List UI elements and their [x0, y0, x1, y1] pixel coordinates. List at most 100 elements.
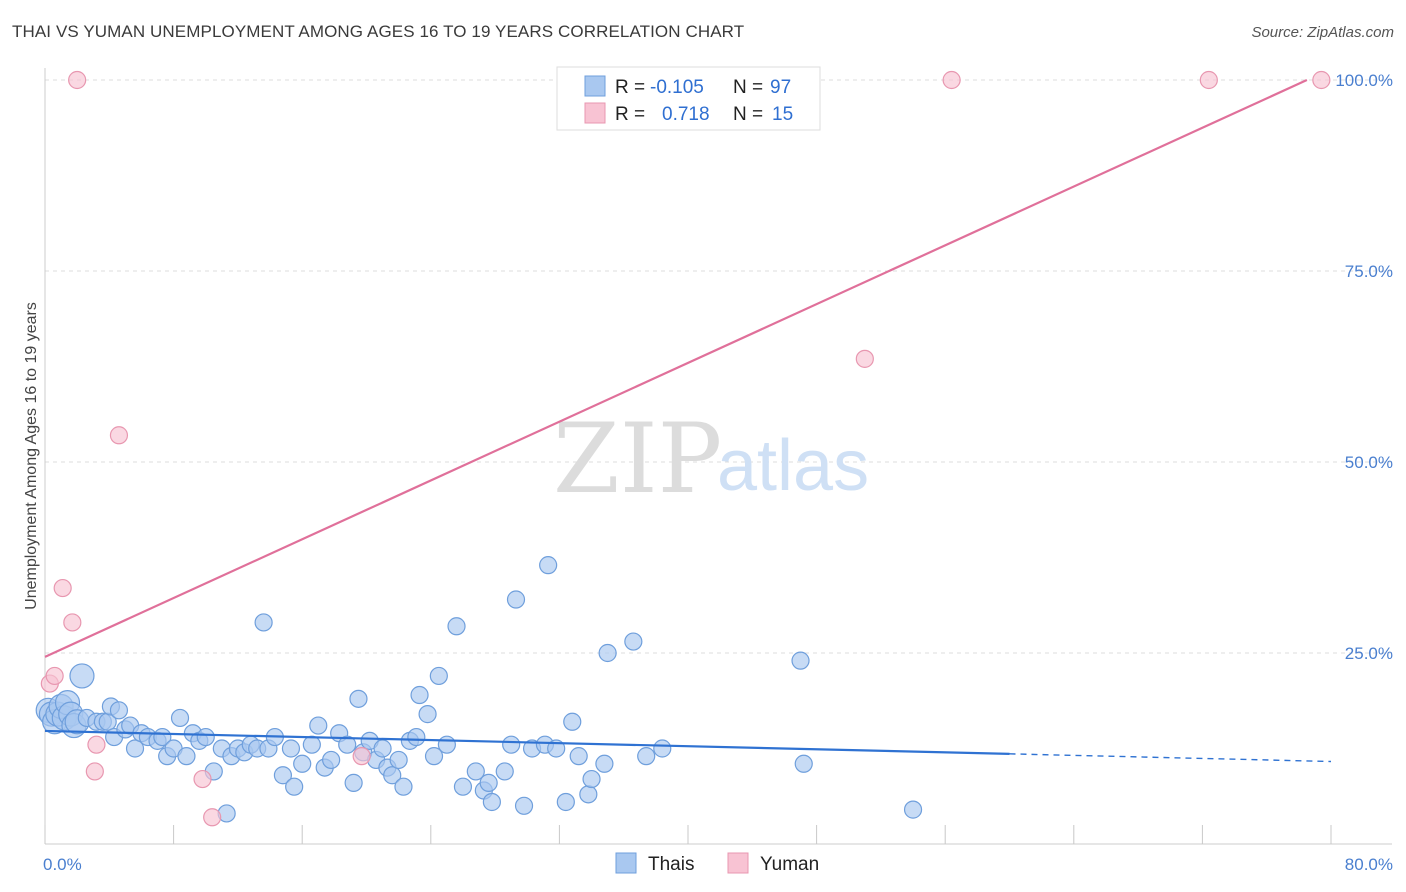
x-tick-label: 80.0%	[1345, 855, 1393, 874]
watermark: ZIP atlas	[553, 403, 869, 515]
point-thais	[281, 739, 301, 758]
legend-swatch-thais	[584, 75, 606, 97]
point-thais	[273, 766, 293, 785]
axes	[44, 68, 1392, 845]
legend-label-yuman: Yuman	[760, 854, 819, 875]
point-yuman	[942, 70, 961, 90]
watermark-zip: ZIP	[553, 403, 722, 515]
point-thais	[794, 754, 813, 773]
point-yuman	[87, 735, 106, 754]
grid	[45, 79, 1392, 654]
point-thais	[482, 792, 501, 812]
point-yuman	[1199, 70, 1218, 90]
legend-label-thais: Thais	[648, 854, 694, 875]
point-thais	[338, 735, 357, 754]
point-thais	[653, 739, 672, 758]
point-yuman	[63, 613, 82, 632]
point-thais	[563, 712, 582, 731]
legend-n-label-thais: N =	[733, 77, 763, 98]
legend-n-value-yuman: 15	[772, 104, 793, 125]
point-thais	[285, 777, 304, 796]
point-yuman	[68, 70, 87, 90]
point-yuman	[1312, 70, 1331, 90]
point-thais	[407, 727, 426, 747]
watermark-atlas: atlas	[717, 426, 869, 506]
point-thais	[344, 773, 363, 792]
point-thais	[506, 590, 526, 609]
point-thais	[410, 685, 429, 705]
point-thais	[125, 739, 145, 758]
y-tick-label: 50.0%	[1345, 453, 1393, 472]
legend-swatch-thais-bottom	[615, 852, 637, 874]
y-tick-label: 75.0%	[1345, 262, 1393, 281]
legend-top: R = -0.105 N = 97 R = 0.718 N = 15	[556, 66, 821, 131]
trend-line-thais-extrapolated	[1009, 753, 1332, 763]
point-yuman	[45, 666, 64, 686]
y-tick-labels: 25.0% 50.0% 75.0% 100.0%	[1335, 71, 1393, 663]
trend-lines	[44, 78, 1332, 763]
data-points	[35, 70, 1331, 827]
point-thais	[495, 762, 514, 781]
legend-swatch-yuman	[584, 102, 606, 124]
point-thais	[598, 643, 617, 663]
point-thais	[466, 762, 485, 781]
point-thais	[539, 556, 558, 575]
point-thais	[293, 754, 312, 773]
chart-title: THAI VS YUMAN UNEMPLOYMENT AMONG AGES 16…	[12, 22, 745, 41]
point-thais	[309, 716, 328, 735]
point-thais	[903, 800, 923, 819]
legend-n-label-yuman: N =	[733, 104, 763, 125]
point-thais	[569, 747, 588, 766]
y-tick-label: 25.0%	[1345, 644, 1393, 663]
point-thais	[254, 613, 273, 632]
point-thais	[373, 739, 392, 758]
point-thais	[502, 735, 521, 754]
point-thais	[322, 750, 341, 770]
point-yuman	[203, 808, 222, 827]
point-thais	[429, 666, 448, 686]
point-yuman	[193, 769, 212, 789]
legend-bottom: Thais Yuman	[615, 852, 819, 875]
point-thais	[196, 727, 215, 747]
point-thais	[383, 766, 402, 785]
point-thais	[556, 792, 575, 812]
y-tick-label: 100.0%	[1335, 71, 1393, 90]
point-yuman	[855, 349, 874, 368]
point-thais	[170, 708, 190, 728]
legend-r-label-yuman: R =	[615, 104, 645, 125]
point-thais	[394, 777, 413, 796]
point-thais	[437, 735, 456, 754]
legend-n-value-thais: 97	[770, 77, 791, 98]
point-thais	[418, 705, 437, 724]
x-tick-label: 0.0%	[43, 855, 82, 874]
point-thais	[69, 663, 95, 689]
point-thais	[453, 777, 473, 796]
point-thais	[579, 785, 598, 804]
y-axis-label: Unemployment Among Ages 16 to 19 years	[23, 302, 40, 610]
point-thais	[582, 769, 601, 789]
legend-r-value-thais: -0.105	[650, 77, 704, 98]
point-thais	[595, 754, 614, 773]
point-thais	[389, 750, 408, 770]
trend-line-thais	[44, 729, 1010, 755]
point-thais	[424, 747, 444, 766]
point-thais	[624, 632, 643, 651]
point-thais	[177, 747, 196, 766]
point-yuman	[109, 426, 129, 445]
point-thais	[514, 796, 534, 815]
point-thais	[479, 773, 498, 792]
point-thais	[302, 735, 321, 754]
legend-r-label-thais: R =	[615, 77, 645, 98]
point-thais	[349, 689, 368, 708]
point-yuman	[53, 578, 72, 598]
legend-r-value-yuman: 0.718	[662, 104, 710, 125]
point-yuman	[85, 762, 104, 781]
source-credit: Source: ZipAtlas.com	[1251, 24, 1394, 41]
point-thais	[637, 747, 656, 766]
x-tick-labels: 0.0% 80.0%	[43, 855, 1393, 874]
legend-swatch-yuman-bottom	[727, 852, 749, 874]
trend-line-yuman	[44, 78, 1308, 658]
point-thais	[447, 617, 466, 636]
point-yuman	[352, 747, 371, 766]
